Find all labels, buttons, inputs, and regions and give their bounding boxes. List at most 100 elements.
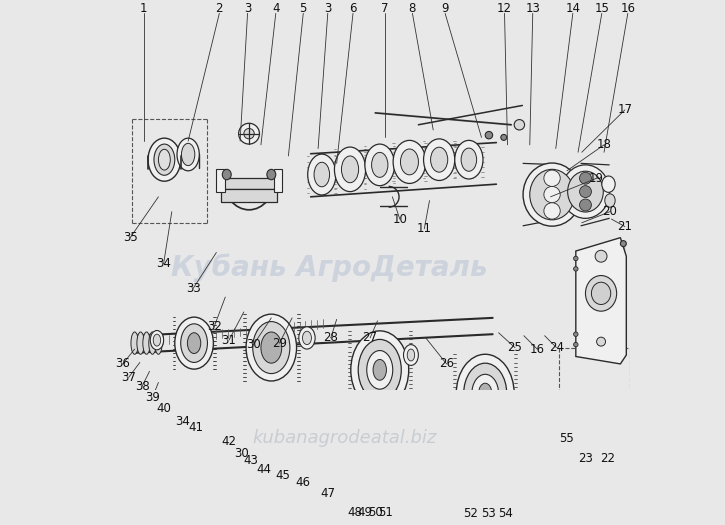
Text: 16: 16 <box>530 342 544 355</box>
Ellipse shape <box>563 426 571 435</box>
Ellipse shape <box>181 324 207 362</box>
Ellipse shape <box>501 134 507 140</box>
Text: 4: 4 <box>272 3 280 15</box>
Text: 37: 37 <box>121 371 136 384</box>
Ellipse shape <box>445 481 451 487</box>
Ellipse shape <box>239 123 260 144</box>
Ellipse shape <box>586 276 617 311</box>
Ellipse shape <box>351 331 409 409</box>
Ellipse shape <box>607 436 624 453</box>
Text: 53: 53 <box>481 508 497 520</box>
Text: 29: 29 <box>272 337 287 350</box>
Text: 12: 12 <box>497 3 512 15</box>
Ellipse shape <box>605 194 616 207</box>
Text: 13: 13 <box>526 3 540 15</box>
Text: 11: 11 <box>417 222 432 235</box>
Text: 48: 48 <box>348 506 362 519</box>
Ellipse shape <box>307 154 336 195</box>
Text: 55: 55 <box>560 432 574 445</box>
Text: 24: 24 <box>549 341 564 354</box>
Ellipse shape <box>431 147 448 172</box>
Text: 47: 47 <box>320 487 335 500</box>
Ellipse shape <box>267 170 276 180</box>
Text: 5: 5 <box>299 3 307 15</box>
Text: 41: 41 <box>188 421 203 434</box>
Ellipse shape <box>579 186 592 197</box>
Text: 18: 18 <box>597 138 611 151</box>
Ellipse shape <box>573 332 578 337</box>
Text: 34: 34 <box>175 415 190 428</box>
Ellipse shape <box>569 446 576 453</box>
Ellipse shape <box>393 140 426 183</box>
Text: 44: 44 <box>257 463 271 476</box>
Text: 25: 25 <box>507 341 522 354</box>
Ellipse shape <box>149 332 156 354</box>
Text: 43: 43 <box>244 454 259 467</box>
Text: 46: 46 <box>296 476 311 489</box>
Ellipse shape <box>561 165 610 218</box>
Text: 22: 22 <box>600 453 616 466</box>
Text: 52: 52 <box>463 508 478 520</box>
Ellipse shape <box>181 143 195 165</box>
Text: 19: 19 <box>589 172 604 185</box>
Ellipse shape <box>261 332 282 363</box>
Text: 27: 27 <box>362 331 378 344</box>
Text: 28: 28 <box>323 331 338 344</box>
Bar <box>221 188 277 202</box>
Ellipse shape <box>154 144 175 175</box>
Ellipse shape <box>400 149 418 175</box>
Ellipse shape <box>472 374 499 413</box>
Ellipse shape <box>602 176 616 192</box>
Text: 38: 38 <box>135 380 149 393</box>
Bar <box>215 170 225 192</box>
Ellipse shape <box>299 327 315 349</box>
Ellipse shape <box>150 331 164 350</box>
Text: 35: 35 <box>123 231 138 244</box>
Ellipse shape <box>372 152 388 177</box>
Ellipse shape <box>143 332 150 354</box>
Text: 7: 7 <box>381 3 389 15</box>
Text: Кубань АгроДеталь: Кубань АгроДеталь <box>171 253 487 282</box>
Text: 14: 14 <box>566 3 580 15</box>
Ellipse shape <box>464 363 507 424</box>
Text: 17: 17 <box>617 103 632 117</box>
Ellipse shape <box>148 138 181 181</box>
Ellipse shape <box>253 322 290 374</box>
Ellipse shape <box>302 331 312 344</box>
Text: 9: 9 <box>442 3 449 15</box>
Text: 6: 6 <box>349 3 357 15</box>
Text: 3: 3 <box>324 3 331 15</box>
Ellipse shape <box>404 344 418 365</box>
Ellipse shape <box>187 333 201 353</box>
Ellipse shape <box>175 317 213 369</box>
Text: 36: 36 <box>115 358 130 371</box>
Ellipse shape <box>514 120 525 130</box>
Ellipse shape <box>478 383 492 404</box>
Ellipse shape <box>573 267 578 271</box>
Ellipse shape <box>523 163 581 226</box>
Text: 34: 34 <box>156 257 171 270</box>
Bar <box>221 178 277 188</box>
Ellipse shape <box>223 170 231 180</box>
Text: 31: 31 <box>222 334 236 346</box>
Text: 10: 10 <box>392 213 407 226</box>
Text: 30: 30 <box>234 447 249 459</box>
Text: 32: 32 <box>207 320 222 333</box>
Ellipse shape <box>365 144 394 186</box>
Ellipse shape <box>595 250 607 262</box>
Text: 54: 54 <box>499 508 513 520</box>
Ellipse shape <box>456 354 514 433</box>
Ellipse shape <box>314 162 330 187</box>
Text: 20: 20 <box>602 205 618 218</box>
Ellipse shape <box>177 138 199 171</box>
Text: 23: 23 <box>578 453 593 466</box>
Ellipse shape <box>485 131 493 139</box>
Ellipse shape <box>621 240 626 247</box>
Ellipse shape <box>544 203 560 219</box>
Ellipse shape <box>341 156 359 183</box>
Polygon shape <box>576 238 626 364</box>
Text: 8: 8 <box>409 3 416 15</box>
Ellipse shape <box>592 282 610 304</box>
Text: 51: 51 <box>378 506 393 519</box>
Text: 3: 3 <box>244 3 252 15</box>
